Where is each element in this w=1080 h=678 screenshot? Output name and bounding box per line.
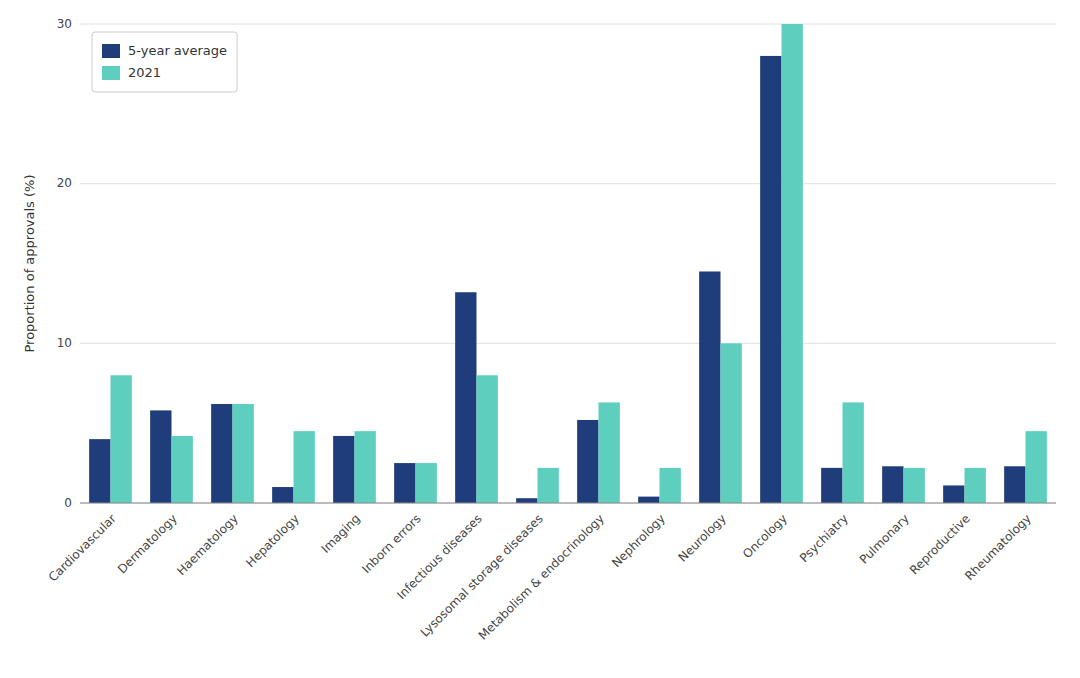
x-tick-label: Psychiatry <box>797 511 851 565</box>
legend-label: 5-year average <box>128 43 227 58</box>
bar <box>943 485 964 503</box>
bar <box>821 468 842 503</box>
grid-line <box>80 183 1056 184</box>
bar <box>965 468 986 503</box>
legend: 5-year average 2021 <box>92 32 237 92</box>
bar <box>1004 466 1025 503</box>
bar <box>760 56 781 503</box>
grid-line <box>80 503 1056 504</box>
bar <box>721 343 742 503</box>
x-tick-label: Rheumatology <box>962 511 1034 583</box>
legend-label: 2021 <box>128 65 161 80</box>
bar <box>599 402 620 503</box>
y-tick-label: 20 <box>57 176 72 190</box>
grid-line <box>80 24 1056 25</box>
bar <box>294 431 315 503</box>
bar <box>882 466 903 503</box>
bar <box>111 375 132 503</box>
x-tick-label: Hepatology <box>243 511 302 570</box>
x-tick-label: Imaging <box>318 511 362 555</box>
bar <box>577 420 598 503</box>
grid-line <box>80 343 1056 344</box>
grid <box>80 24 1056 503</box>
bar <box>699 271 720 503</box>
y-tick-label: 10 <box>57 336 72 350</box>
x-tick-label: Dermatology <box>115 511 180 576</box>
y-axis-label: Proportion of approvals (%) <box>22 174 37 352</box>
bar <box>660 468 681 503</box>
bar <box>89 439 110 503</box>
bar <box>782 24 803 503</box>
x-tick-label: Metabolism & endocrinology <box>476 511 607 642</box>
x-tick-label: Neurology <box>676 511 729 564</box>
chart: 0 10 20 30 Proportion of approvals (%) Cardio… <box>0 0 1080 678</box>
x-tick-label: Reproductive <box>907 511 973 577</box>
bar <box>843 402 864 503</box>
bar <box>333 436 354 503</box>
bars <box>89 24 1047 503</box>
bar <box>904 468 925 503</box>
bar <box>150 410 171 503</box>
bar <box>477 375 498 503</box>
bar <box>516 498 537 503</box>
legend-swatch <box>102 66 120 80</box>
bar <box>638 497 659 503</box>
bar <box>416 463 437 503</box>
bar <box>355 431 376 503</box>
y-tick-label: 30 <box>57 17 72 31</box>
bar <box>455 292 476 503</box>
x-tick-label: Cardiovascular <box>46 511 119 584</box>
x-tick-label: Pulmonary <box>857 511 912 566</box>
legend-box <box>92 32 237 92</box>
bar <box>272 487 293 503</box>
x-axis-line <box>80 503 1056 504</box>
bar <box>538 468 559 503</box>
x-tick-label: Lysosomal storage diseases <box>418 511 546 639</box>
x-tick-label: Haematology <box>174 511 241 578</box>
x-tick-label: Inborn errors <box>359 511 424 576</box>
bar <box>233 404 254 503</box>
x-tick-label: Oncology <box>740 511 790 561</box>
x-tick-label: Nephrology <box>609 511 668 570</box>
bar <box>1026 431 1047 503</box>
legend-swatch <box>102 44 120 58</box>
bar <box>211 404 232 503</box>
bar <box>172 436 193 503</box>
y-tick-label: 0 <box>64 496 72 510</box>
bar <box>394 463 415 503</box>
